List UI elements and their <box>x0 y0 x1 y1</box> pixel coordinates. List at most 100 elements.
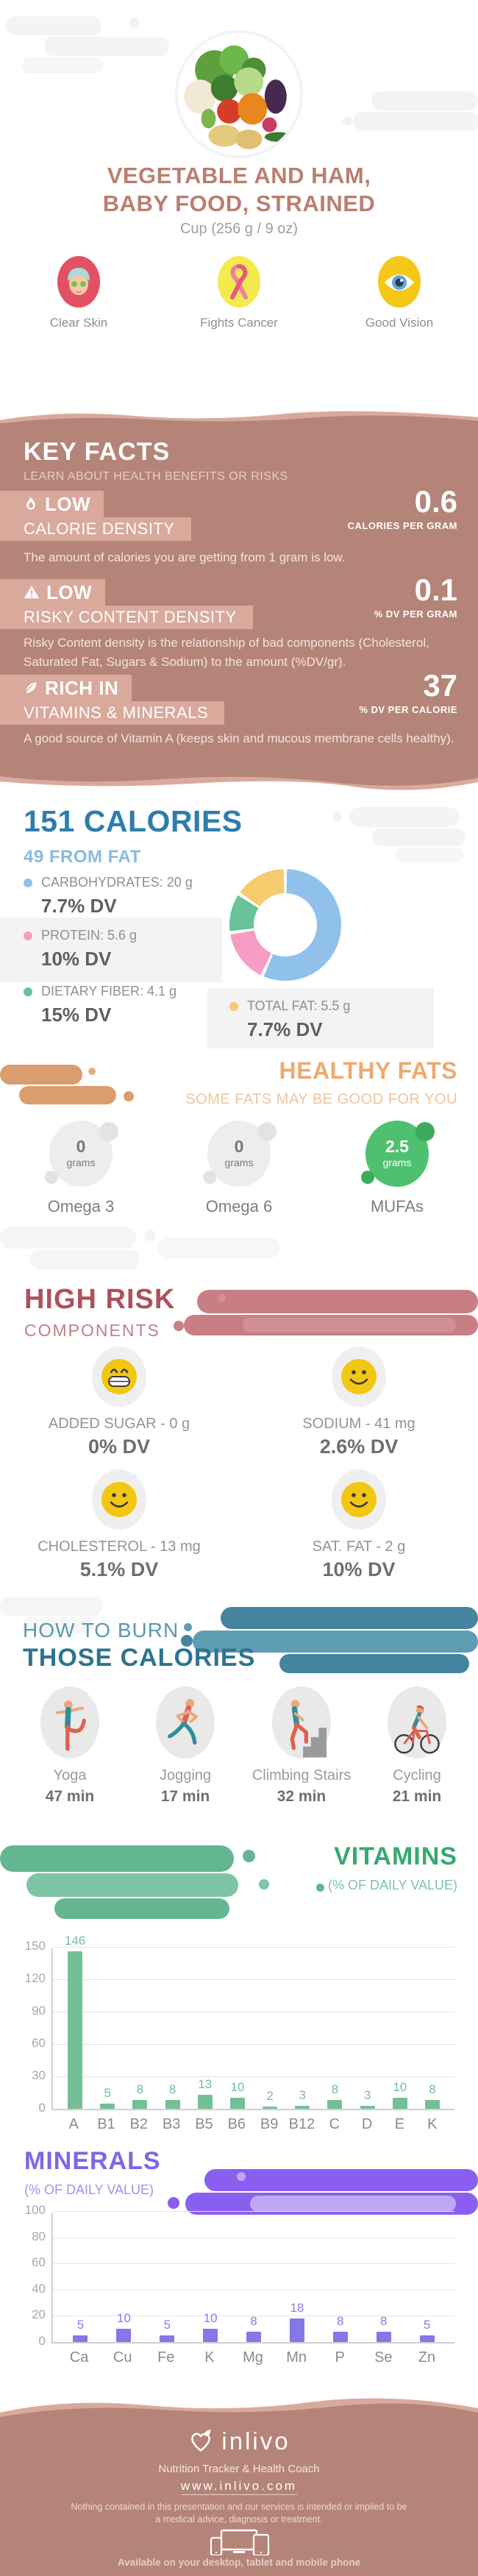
website-link-wrap: www.inlivo.com <box>0 2479 478 2495</box>
minerals-title: MINERALS <box>24 2147 161 2175</box>
smile-emoji-icon <box>101 1482 137 1517</box>
footer-wave <box>0 2398 478 2421</box>
brand-tagline: Nutrition Tracker & Health Coach <box>158 2463 320 2475</box>
inlivo-heart-icon <box>191 2430 211 2452</box>
macro-donut <box>229 869 341 981</box>
fact-description: Risky Content density is the relationshi… <box>24 636 429 669</box>
smile-emoji-icon <box>341 1359 377 1394</box>
fact-value: 0.6 <box>414 484 457 519</box>
burn-title-line1: HOW TO BURN <box>23 1619 179 1642</box>
flame-icon <box>26 497 35 510</box>
calories-title: 151 CALORIES <box>24 804 243 838</box>
risk-sodium: SODIUM - 41 mg 2.6% DV <box>249 1346 469 1458</box>
calories-section: 151 CALORIES 49 FROM FAT CARBOHYDRATES: … <box>0 791 478 1049</box>
climbing-stairs-icon <box>290 1700 327 1758</box>
healthy-fats-section: HEALTHY FATS SOME FATS MAY BE GOOD FOR Y… <box>0 1049 478 1284</box>
macro-carbohydrates: CARBOHYDRATES: 20 g 7.7% DV <box>24 875 193 918</box>
minerals-bars: 5 10 5 10 8 18 8 8 5 <box>53 2213 454 2342</box>
fact-name-chip: CALORIE DENSITY <box>0 517 191 541</box>
minerals-subtitle: (% OF DAILY VALUE) <box>24 2182 154 2197</box>
high-risk-section: HIGH RISK COMPONENTS ADDED SUGAR - 0 g 0… <box>0 1284 478 1589</box>
minerals-bar-chart: 0 20 40 60 80 100 5 10 5 10 8 18 8 8 5 Ca Cu Fe K Mg Mn P Se… <box>25 2203 454 2366</box>
devices-illustration <box>0 2529 478 2559</box>
vitamins-section: VITAMINS (% OF DAILY VALUE) 0 30 60 90 120 15… <box>0 1832 478 2141</box>
grin-emoji-icon <box>101 1359 137 1394</box>
benefit-fights-cancer: Fights Cancer <box>195 256 283 331</box>
high-risk-subtitle: COMPONENTS <box>24 1321 160 1340</box>
high-risk-title: HIGH RISK <box>24 1284 176 1315</box>
section-wave-bottom <box>0 772 478 791</box>
legend-dot-fiber <box>24 987 32 996</box>
risk-sat-fat: SAT. FAT - 2 g 10% DV <box>249 1469 469 1581</box>
risk-added-sugar: ADDED SUGAR - 0 g 0% DV <box>9 1346 229 1458</box>
fact-name-chip: VITAMINS & MINERALS <box>0 701 225 725</box>
leaf-icon <box>24 682 37 694</box>
key-facts-section: KEY FACTS LEARN ABOUT HEALTH BENEFITS OR… <box>0 408 478 791</box>
legend-dot-carbs <box>24 878 32 887</box>
calories-from-fat: 49 FROM FAT <box>24 847 141 867</box>
macro-total-fat: TOTAL FAT: 5.5 g 7.7% DV <box>207 988 434 1049</box>
omega3-blob: 0 grams <box>45 1121 118 1187</box>
fact-level-chip: RICH IN <box>0 675 132 701</box>
fact-unit: % DV PER CALORIE <box>359 704 457 715</box>
disclaimer-text: Nothing contained in this presentation a… <box>71 2502 407 2524</box>
brand-name: inlivo <box>221 2427 290 2455</box>
fact-description: A good source of Vitamin A (keeps skin a… <box>24 731 454 745</box>
availability-text: Available on your desktop, tablet and mo… <box>117 2557 361 2568</box>
legend-dot-protein <box>24 931 32 940</box>
macro-fiber: DIETARY FIBER: 4.1 g 15% DV <box>24 984 176 1026</box>
clear-skin-icon <box>68 268 90 295</box>
fact-description: The amount of calories you are getting f… <box>24 550 346 564</box>
omega6-blob: 0 grams <box>203 1121 277 1187</box>
jogging-icon <box>168 1699 198 1745</box>
legend-dot-fat <box>229 1001 238 1011</box>
activity-yoga: Yoga 47 min <box>15 1686 125 1806</box>
food-photo <box>178 33 300 155</box>
page-title: VEGETABLE AND HAM, BABY FOOD, STRAINED <box>102 163 376 216</box>
devices-icon <box>210 2529 270 2557</box>
fact-name-chip: RISKY CONTENT DENSITY <box>0 606 253 629</box>
fact-value: 37 <box>423 668 457 703</box>
benefit-good-vision: Good Vision <box>355 256 443 331</box>
benefit-clear-skin: Clear Skin <box>35 256 123 331</box>
activity-climbing-stairs: Climbing Stairs 32 min <box>246 1686 357 1806</box>
smile-emoji-icon <box>341 1482 377 1517</box>
healthy-fats-subtitle: SOME FATS MAY BE GOOD FOR YOU <box>185 1091 457 1107</box>
activity-jogging: Jogging 17 min <box>130 1686 240 1806</box>
risk-cholesterol: CHOLESTEROL - 13 mg 5.1% DV <box>9 1469 229 1581</box>
fact-value: 0.1 <box>414 572 457 607</box>
fact-level-chip: LOW <box>0 579 106 606</box>
burn-calories-section: HOW TO BURN THOSE CALORIES Yoga 47 min <box>0 1589 478 1832</box>
eye-icon <box>385 274 414 291</box>
activity-cycling: Cycling 21 min <box>362 1686 472 1806</box>
vitamins-subtitle: (% OF DAILY VALUE) <box>327 1878 457 1892</box>
ribbon-icon <box>230 264 248 299</box>
fat-mufas: 2.5 grams MUFAs <box>346 1121 449 1216</box>
warning-icon <box>24 585 40 599</box>
mufas-blob: 2.5 grams <box>361 1121 435 1187</box>
healthy-fats-title: HEALTHY FATS <box>279 1057 457 1084</box>
yoga-icon <box>56 1700 86 1751</box>
key-facts-subtitle: LEARN ABOUT HEALTH BENEFITS OR RISKS <box>24 470 288 483</box>
brand-logo: inlivo <box>0 2427 478 2455</box>
donut-hole <box>254 893 317 957</box>
website-link[interactable]: www.inlivo.com <box>180 2479 298 2495</box>
fact-level-chip: LOW <box>0 491 104 517</box>
vitamins-x-axis: A B1 B2 B3 B5 B6 B9 B12 C D E K <box>68 2116 438 2132</box>
footer-section: inlivo Nutrition Tracker & Health Coach … <box>0 2395 478 2576</box>
vitamins-bar-chart: 0 30 60 90 120 150 146 5 8 8 13 10 2 3 8 3 10 8 A B1 B2 B3 B… <box>25 1934 454 2133</box>
header-section: VEGETABLE AND HAM, BABY FOOD, STRAINED C… <box>0 0 478 408</box>
minerals-section: MINERALS (% OF DAILY VALUE) 0 20 40 60 80 100… <box>0 2141 478 2395</box>
fat-omega6: 0 grams Omega 6 <box>188 1121 290 1216</box>
vitamins-title: VITAMINS <box>334 1842 457 1870</box>
fact-unit: % DV PER GRAM <box>374 608 457 620</box>
macro-protein: PROTEIN: 5.6 g 10% DV <box>0 918 222 982</box>
cycling-icon <box>394 1705 440 1754</box>
fat-omega3: 0 grams Omega 3 <box>29 1121 132 1216</box>
key-facts-title: KEY FACTS <box>24 438 171 466</box>
minerals-x-axis: Ca Cu Fe K Mg Mn P Se Zn <box>69 2349 436 2366</box>
fact-unit: CALORIES PER GRAM <box>347 520 457 531</box>
serving-size: Cup (256 g / 9 oz) <box>179 221 299 237</box>
vitamins-bars: 146 5 8 8 13 10 2 3 8 3 10 8 <box>53 1934 454 2109</box>
burn-title-line2: THOSE CALORIES <box>23 1644 256 1672</box>
